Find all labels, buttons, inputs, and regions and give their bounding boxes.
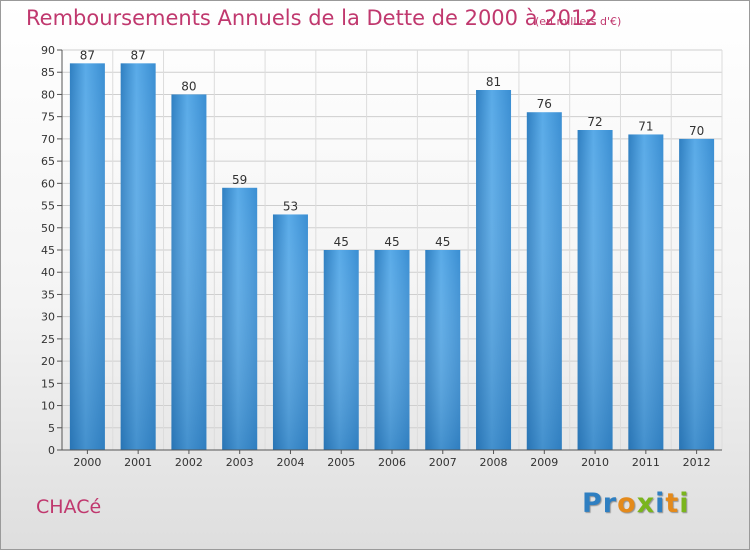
- bar-shade: [222, 187, 258, 450]
- data-label: 81: [486, 75, 501, 89]
- y-tick-label: 15: [41, 377, 55, 390]
- axis-layer: 0 5 10 15 20 25 30 35 40 45 50 55 60 65 70 75 80 85 90 2000…: [41, 44, 722, 469]
- y-tick-label: 0: [48, 444, 55, 457]
- x-tick-label: 2006: [378, 456, 406, 469]
- logo-letter: r: [602, 488, 618, 519]
- bar-shade: [476, 90, 512, 450]
- bar-shade: [628, 134, 664, 450]
- y-tick-label: 55: [41, 200, 55, 213]
- y-tick-label: 25: [41, 333, 55, 346]
- data-label: 87: [80, 48, 95, 62]
- chart-subtitle: (en milliers d'€): [535, 15, 622, 28]
- bar-shade: [323, 250, 359, 450]
- data-label: 45: [384, 235, 399, 249]
- x-tick-label: 2005: [327, 456, 355, 469]
- bar-shade: [120, 63, 156, 450]
- logo-letter: x: [636, 488, 656, 519]
- x-tick-label: 2000: [73, 456, 101, 469]
- data-label: 87: [131, 48, 146, 62]
- data-label: 70: [689, 124, 704, 138]
- chart-title: Remboursements Annuels de la Dette de 20…: [26, 6, 598, 30]
- y-tick-label: 70: [41, 133, 55, 146]
- y-tick-label: 65: [41, 155, 55, 168]
- bar-shade: [679, 138, 715, 450]
- logo-letter: o: [617, 488, 637, 519]
- y-tick-label: 40: [41, 266, 55, 279]
- data-label: 80: [181, 79, 196, 93]
- x-tick-label: 2001: [124, 456, 152, 469]
- logo-letter: i: [679, 488, 690, 519]
- x-tick-label: 2007: [429, 456, 457, 469]
- logo-letter: i: [655, 488, 666, 519]
- y-tick-label: 85: [41, 66, 55, 79]
- y-tick-label: 35: [41, 288, 55, 301]
- x-tick-label: 2012: [683, 456, 711, 469]
- x-tick-label: 2003: [226, 456, 254, 469]
- data-label: 45: [334, 235, 349, 249]
- x-tick-label: 2010: [581, 456, 609, 469]
- x-tick-label: 2004: [276, 456, 304, 469]
- data-label: 76: [537, 97, 552, 111]
- x-tick-label: 2008: [480, 456, 508, 469]
- y-tick-label: 5: [48, 422, 55, 435]
- data-label: 59: [232, 173, 247, 187]
- bar-shade: [374, 250, 410, 450]
- y-tick-label: 60: [41, 177, 55, 190]
- x-tick-label: 2002: [175, 456, 203, 469]
- place-name: CHACé: [36, 496, 102, 518]
- data-label: 45: [435, 235, 450, 249]
- bar-shade: [526, 112, 562, 450]
- logo-letter: t: [665, 488, 680, 519]
- y-tick-label: 80: [41, 88, 55, 101]
- bar-shade: [171, 94, 207, 450]
- x-tick-label: 2011: [632, 456, 660, 469]
- data-label: 71: [638, 119, 653, 133]
- logo-letter: P: [582, 488, 603, 519]
- bar-layer: 87 87 80 59 53 45 45 45 81 76 72 71 70: [69, 48, 715, 450]
- x-tick-label: 2009: [530, 456, 558, 469]
- y-tick-label: 20: [41, 355, 55, 368]
- bar-shade: [272, 214, 308, 450]
- y-tick-label: 50: [41, 222, 55, 235]
- y-tick-label: 30: [41, 311, 55, 324]
- bar-shade: [577, 130, 613, 450]
- y-tick-label: 90: [41, 44, 55, 57]
- bar-shade: [69, 63, 105, 450]
- y-tick-label: 45: [41, 244, 55, 257]
- data-label: 72: [587, 115, 602, 129]
- y-tick-label: 10: [41, 400, 55, 413]
- y-tick-label: 75: [41, 111, 55, 124]
- data-label: 53: [283, 199, 298, 213]
- bar-shade: [425, 250, 461, 450]
- proxiti-logo: Proxiti: [582, 488, 690, 519]
